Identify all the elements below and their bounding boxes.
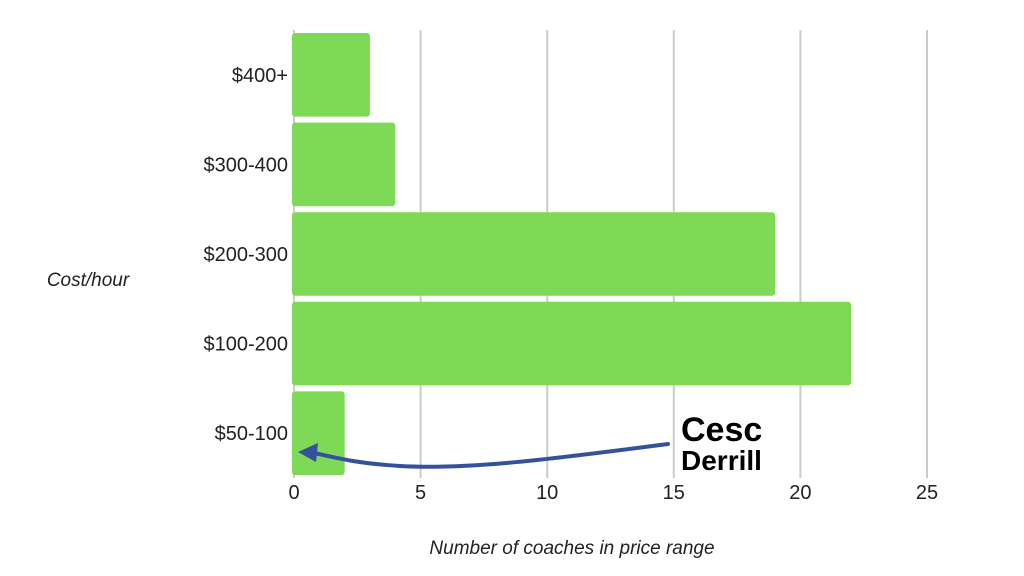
annotation-arrowhead xyxy=(298,443,318,462)
x-tick-labels: 0 5 10 15 20 25 xyxy=(288,482,938,504)
bar xyxy=(292,122,396,207)
x-tick-label: 15 xyxy=(663,482,685,504)
bar xyxy=(292,212,776,296)
x-tick-label: 5 xyxy=(415,482,426,504)
y-tick-label: $200-300 xyxy=(203,244,288,266)
y-tick-label: $100-200 xyxy=(203,334,288,356)
bar xyxy=(292,33,370,117)
x-tick-label: 25 xyxy=(916,482,938,504)
brand-logo-line1: Cesc xyxy=(681,411,762,449)
x-tick-label: 20 xyxy=(789,482,811,504)
bar xyxy=(292,301,852,386)
y-tick-label: $400+ xyxy=(232,65,288,87)
y-axis-title: Cost/hour xyxy=(47,270,130,291)
x-tick-label: 0 xyxy=(288,482,299,504)
brand-logo: Cesc Derrill xyxy=(681,411,762,476)
y-tick-labels: $400+ $300-400 $200-300 $100-200 $50-100 xyxy=(203,65,288,445)
annotation: Cesc Derrill xyxy=(298,411,762,476)
bar xyxy=(292,391,345,475)
x-tick-label: 10 xyxy=(536,482,558,504)
annotation-arrow xyxy=(312,442,670,469)
y-tick-label: $50-100 xyxy=(215,423,288,445)
brand-logo-line2: Derrill xyxy=(681,445,762,476)
x-axis-title: Number of coaches in price range xyxy=(429,538,714,559)
y-tick-label: $300-400 xyxy=(203,154,288,176)
bars xyxy=(292,33,852,475)
